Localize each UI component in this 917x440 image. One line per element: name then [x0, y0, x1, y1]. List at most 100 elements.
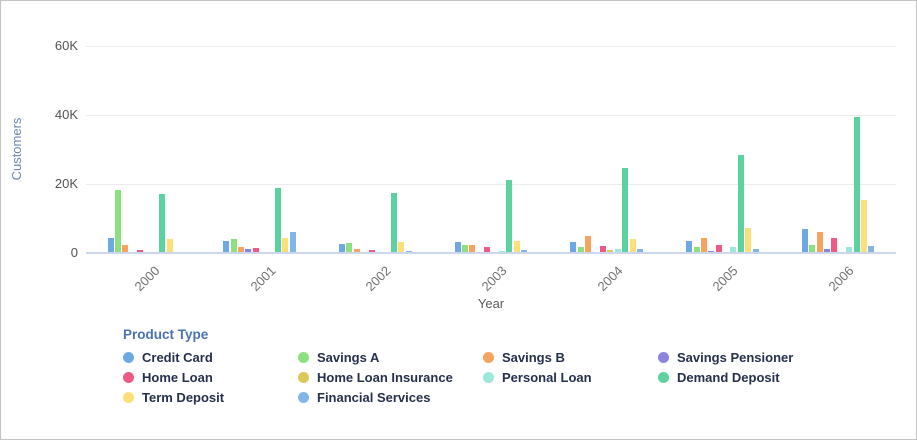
bar-personal-loan-2004[interactable]: [614, 249, 621, 252]
bar-savings-b-2002[interactable]: [353, 248, 360, 252]
bar-savings-b-2000[interactable]: [122, 244, 129, 252]
bar-group-2000: [107, 46, 181, 252]
legend-item-home-loan[interactable]: Home Loan: [123, 370, 298, 385]
y-tick-label-60K: 60K: [54, 38, 78, 53]
bar-credit-card-2004[interactable]: [570, 242, 577, 252]
bar-home-loan-insurance-2004[interactable]: [607, 249, 614, 252]
bar-term-deposit-2005[interactable]: [745, 227, 752, 252]
bar-term-deposit-2001[interactable]: [282, 237, 289, 252]
legend-swatch-demand-deposit: [658, 372, 669, 383]
y-tick-label-40K: 40K: [54, 106, 78, 122]
bar-savings-a-2003[interactable]: [462, 244, 469, 252]
y-tick-label-20K: 20K: [54, 175, 78, 191]
bar-savings-b-2004[interactable]: [585, 235, 592, 252]
legend-item-savings-pensioner[interactable]: Savings Pensioner: [658, 350, 793, 365]
legend-title: Product Type: [123, 327, 209, 342]
legend-label-financial-services: Financial Services: [317, 390, 431, 405]
bar-savings-a-2004[interactable]: [577, 246, 584, 252]
bar-group-2001: [223, 46, 296, 252]
bar-credit-card-2003[interactable]: [454, 242, 461, 252]
bar-financial-services-2002[interactable]: [405, 250, 412, 252]
legend-item-savings-a[interactable]: Savings A: [298, 350, 483, 365]
bar-savings-a-2005[interactable]: [693, 246, 700, 252]
bar-demand-deposit-2002[interactable]: [390, 193, 397, 252]
bar-term-deposit-2003[interactable]: [513, 241, 520, 252]
bar-savings-pensioner-2005[interactable]: [708, 250, 715, 252]
bar-group-2003: [454, 46, 528, 252]
legend-swatch-savings-pensioner: [658, 352, 669, 363]
bar-group-2006: [801, 46, 875, 252]
legend-item-financial-services[interactable]: Financial Services: [298, 390, 483, 405]
bar-savings-b-2005[interactable]: [700, 237, 707, 252]
bar-term-deposit-2002[interactable]: [398, 242, 405, 252]
bar-group-2005: [686, 46, 759, 252]
legend-label-home-loan-insurance: Home Loan Insurance: [317, 370, 453, 385]
legend-swatch-savings-b: [483, 352, 494, 363]
y-axis-title-text: Customers: [9, 117, 24, 181]
legend-swatch-credit-card: [123, 352, 134, 363]
bar-demand-deposit-2005[interactable]: [737, 154, 744, 252]
bar-savings-b-2003[interactable]: [469, 244, 476, 252]
bar-financial-services-2003[interactable]: [521, 249, 528, 252]
bar-savings-pensioner-2006[interactable]: [824, 249, 830, 252]
bar-demand-deposit-2003[interactable]: [506, 180, 513, 252]
bar-credit-card-2006[interactable]: [801, 228, 808, 252]
bar-credit-card-2001[interactable]: [223, 240, 230, 252]
y-tick-label-0: 0: [70, 244, 78, 260]
bar-demand-deposit-2006[interactable]: [853, 117, 860, 252]
gridline-60K: [86, 46, 896, 47]
bar-home-loan-2000[interactable]: [137, 249, 144, 252]
legend-label-savings-b: Savings B: [502, 350, 565, 365]
bar-savings-a-2001[interactable]: [230, 238, 237, 252]
bar-credit-card-2005[interactable]: [686, 240, 693, 252]
bar-savings-a-2006[interactable]: [809, 245, 816, 252]
bar-savings-b-2006[interactable]: [816, 231, 823, 252]
bar-group-2004: [570, 46, 643, 252]
bar-term-deposit-2004[interactable]: [629, 238, 636, 252]
bar-demand-deposit-2000[interactable]: [159, 193, 166, 252]
legend-item-credit-card[interactable]: Credit Card: [123, 350, 298, 365]
bar-home-loan-2002[interactable]: [368, 249, 375, 252]
gridline-40K: [86, 114, 896, 116]
legend-items: Credit Card Savings A Savings B Savings Pen…: [123, 350, 793, 405]
bar-demand-deposit-2004[interactable]: [622, 168, 629, 252]
bar-financial-services-2006[interactable]: [868, 246, 875, 252]
bar-savings-pensioner-2001[interactable]: [245, 249, 252, 252]
legend-item-demand-deposit[interactable]: Demand Deposit: [658, 370, 793, 385]
legend-swatch-term-deposit: [123, 392, 134, 403]
legend-swatch-financial-services: [298, 392, 309, 403]
bar-financial-services-2001[interactable]: [289, 231, 296, 252]
bar-savings-a-2002[interactable]: [346, 242, 353, 252]
legend-label-demand-deposit: Demand Deposit: [677, 370, 780, 385]
bar-home-loan-2006[interactable]: [831, 237, 838, 252]
x-axis-baseline: [86, 251, 896, 254]
bar-personal-loan-2003[interactable]: [499, 250, 506, 252]
bar-group-2002: [338, 46, 412, 252]
bar-financial-services-2005[interactable]: [752, 248, 759, 252]
legend-swatch-home-loan: [123, 372, 134, 383]
legend-swatch-savings-a: [298, 352, 309, 363]
legend-item-savings-b[interactable]: Savings B: [483, 350, 658, 365]
bar-financial-services-2004[interactable]: [636, 248, 643, 252]
bar-term-deposit-2006[interactable]: [860, 199, 867, 252]
legend-label-savings-pensioner: Savings Pensioner: [677, 350, 794, 365]
bar-personal-loan-2006[interactable]: [846, 246, 853, 252]
bar-demand-deposit-2001[interactable]: [275, 187, 281, 252]
bar-term-deposit-2000[interactable]: [166, 238, 173, 252]
legend-swatch-home-loan-insurance: [298, 372, 309, 383]
bar-personal-loan-2005[interactable]: [730, 246, 737, 252]
legend-label-term-deposit: Term Deposit: [142, 390, 225, 405]
legend: Product Type Credit Card Savings A Savings…: [123, 327, 793, 405]
legend-item-personal-loan[interactable]: Personal Loan: [483, 370, 658, 385]
legend-item-home-loan-insurance[interactable]: Home Loan Insurance: [298, 370, 483, 385]
bar-savings-a-2000[interactable]: [114, 189, 121, 252]
bar-home-loan-2004[interactable]: [599, 246, 606, 252]
legend-label-home-loan: Home Loan: [142, 370, 213, 385]
bar-home-loan-2001[interactable]: [252, 248, 259, 252]
bar-credit-card-2002[interactable]: [338, 244, 345, 252]
bar-savings-b-2001[interactable]: [238, 247, 245, 252]
bar-home-loan-2003[interactable]: [484, 247, 491, 252]
bar-home-loan-2005[interactable]: [715, 244, 722, 252]
legend-item-term-deposit[interactable]: Term Deposit: [123, 390, 298, 405]
bar-credit-card-2000[interactable]: [107, 238, 114, 252]
